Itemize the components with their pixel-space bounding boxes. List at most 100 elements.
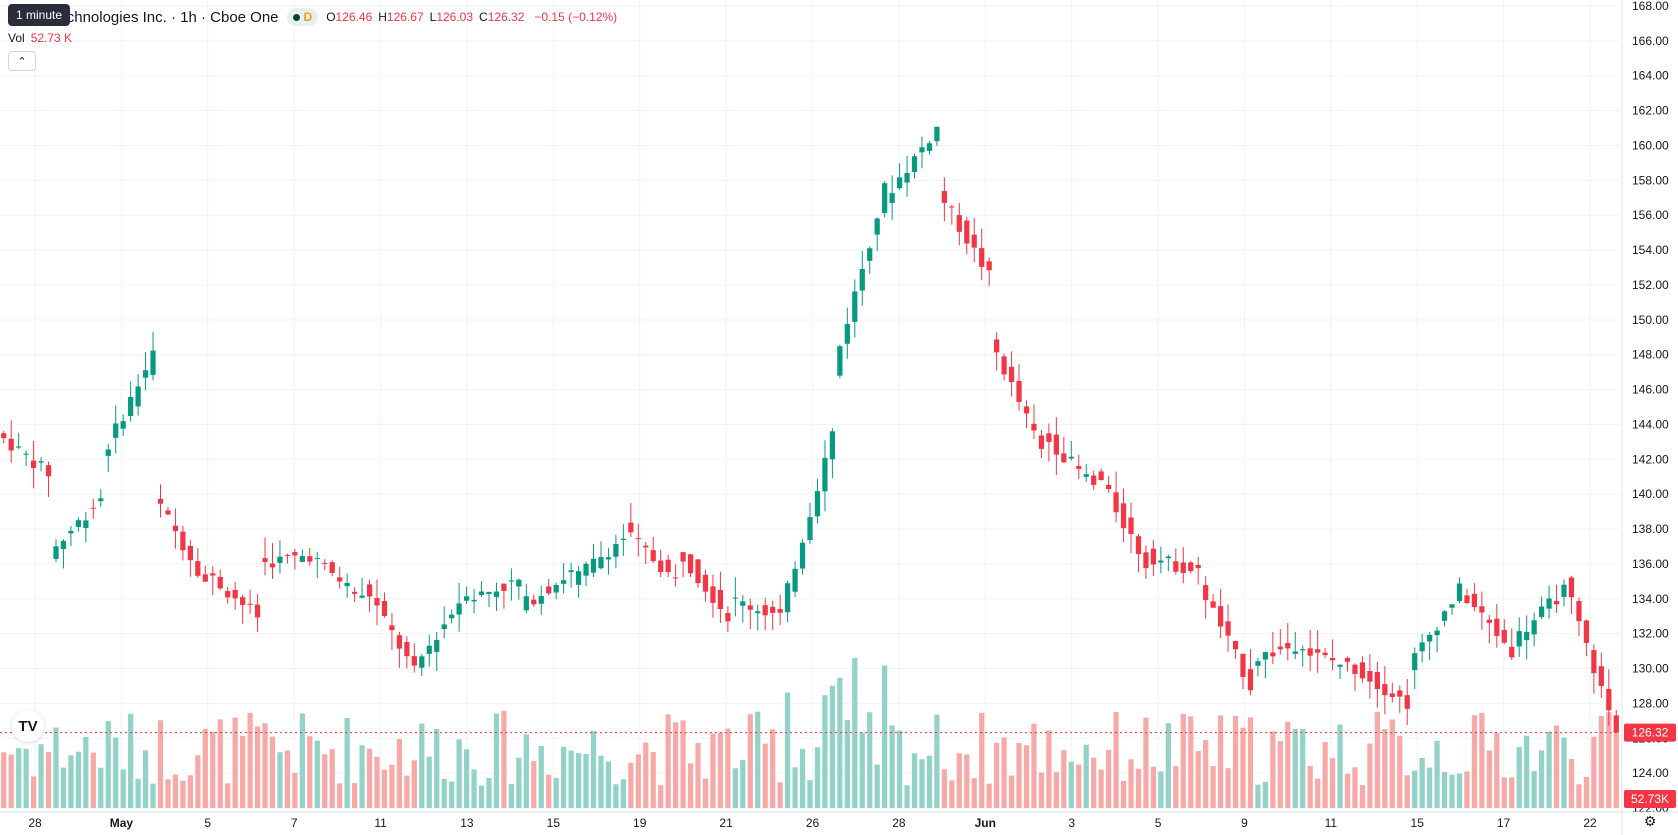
volume-bar <box>381 769 388 808</box>
symbol-title[interactable]: r Technologies Inc. · 1h · Cboe One <box>42 8 279 26</box>
volume-bar <box>426 756 432 808</box>
candle <box>277 540 283 574</box>
collapse-legend-button[interactable]: ⌃ <box>8 51 36 71</box>
volume-bar <box>1188 716 1194 808</box>
candle-body <box>150 350 156 375</box>
volume-bar <box>247 712 253 808</box>
symbol-legend[interactable]: r Technologies Inc. · 1h · Cboe One D O1… <box>8 6 617 28</box>
status-letter: D <box>303 10 313 24</box>
candle-body <box>1539 606 1545 618</box>
candle <box>68 526 74 547</box>
volume-bar <box>1270 731 1276 808</box>
candle-body <box>770 606 776 613</box>
candle-body <box>1232 640 1239 650</box>
candle-body <box>598 557 604 569</box>
volume-bar <box>799 748 806 808</box>
time-tick-label: May <box>110 816 134 830</box>
price-axis[interactable]: 168.00 166.00 164.00 162.00 160.00 158.00 156.… <box>1621 0 1669 835</box>
volume-bar <box>38 744 44 808</box>
candle <box>762 597 768 631</box>
candle <box>23 450 29 466</box>
volume-bar <box>1240 727 1246 808</box>
volume-bar <box>1120 781 1127 808</box>
volume-bar <box>1486 750 1492 808</box>
volume-bar <box>1568 759 1575 808</box>
candle <box>45 461 52 497</box>
candle-body <box>1427 634 1433 642</box>
candle <box>374 579 380 626</box>
time-tick-label: 22 <box>1583 816 1597 830</box>
volume-bar <box>202 728 208 808</box>
candle-body <box>75 520 81 527</box>
candle <box>1270 632 1276 665</box>
candle <box>590 544 597 577</box>
volume-bar <box>292 772 298 808</box>
volume-value: 52.73 K <box>30 31 73 45</box>
price-tick-label: 166.00 <box>1632 34 1669 48</box>
candle <box>225 587 231 604</box>
candle <box>1494 604 1500 648</box>
volume-bar <box>1098 769 1104 808</box>
candle-body <box>1023 406 1030 414</box>
gear-icon[interactable]: ⚙ <box>1643 812 1657 829</box>
candle-body <box>523 596 529 611</box>
candle <box>83 511 89 543</box>
candle-body <box>635 538 641 540</box>
candle <box>941 177 947 222</box>
volume-bar <box>1091 757 1097 808</box>
tradingview-logo[interactable]: TV <box>12 710 44 742</box>
change-value: −0.15 (−0.12%) <box>534 10 618 24</box>
candle <box>755 604 761 631</box>
candle <box>1591 644 1597 694</box>
volume-bar <box>1285 721 1291 808</box>
candle-body <box>456 603 462 615</box>
candle <box>613 534 619 569</box>
market-status[interactable]: D <box>286 8 319 26</box>
candle-body <box>911 156 918 173</box>
volume-legend[interactable]: Vol 52.73 K <box>8 31 72 45</box>
price-tick-label: 164.00 <box>1632 69 1669 83</box>
candle-body <box>1591 650 1597 674</box>
candle <box>1038 430 1045 459</box>
volume-bar <box>471 769 477 808</box>
candle <box>822 440 828 512</box>
volume-bar <box>1397 735 1403 808</box>
candle <box>837 344 843 379</box>
candle-body <box>187 546 193 561</box>
candle-body <box>926 143 933 151</box>
volume-bar <box>1203 739 1209 808</box>
volume-bar <box>411 760 417 808</box>
candle <box>1441 609 1448 627</box>
volume-bar <box>277 752 283 808</box>
volume-bar <box>1464 771 1470 808</box>
candle <box>396 631 403 668</box>
volume-bar <box>1449 774 1455 808</box>
volume-bar <box>1404 775 1410 808</box>
price-tick-label: 144.00 <box>1632 417 1669 431</box>
candle-body <box>471 599 477 602</box>
volume-bar <box>814 747 821 808</box>
low-value: 126.03 <box>436 10 474 24</box>
candle <box>404 636 410 669</box>
time-axis[interactable]: 28 May 5 7 11 13 15 19 21 26 28 Jun 3 5 9 11 15 17 22 <box>0 811 1678 830</box>
time-tick-label: 26 <box>806 816 820 830</box>
candle-body <box>1598 666 1604 686</box>
candle-body <box>195 561 201 576</box>
candle-body <box>605 557 612 560</box>
price-tick-label: 124.00 <box>1632 766 1669 780</box>
volume-bar <box>1606 712 1612 808</box>
candle-body <box>1262 652 1269 660</box>
volume-bar <box>1546 731 1552 808</box>
volume-bar <box>882 665 888 808</box>
candle <box>187 539 193 577</box>
candle <box>1501 619 1507 645</box>
volume-bar <box>441 779 447 808</box>
candle <box>986 257 992 287</box>
candle <box>16 432 22 450</box>
candle-body <box>971 234 977 248</box>
volume-bar <box>665 714 671 808</box>
candle-body <box>710 586 716 603</box>
candle-body <box>590 558 597 573</box>
candle <box>859 250 865 306</box>
